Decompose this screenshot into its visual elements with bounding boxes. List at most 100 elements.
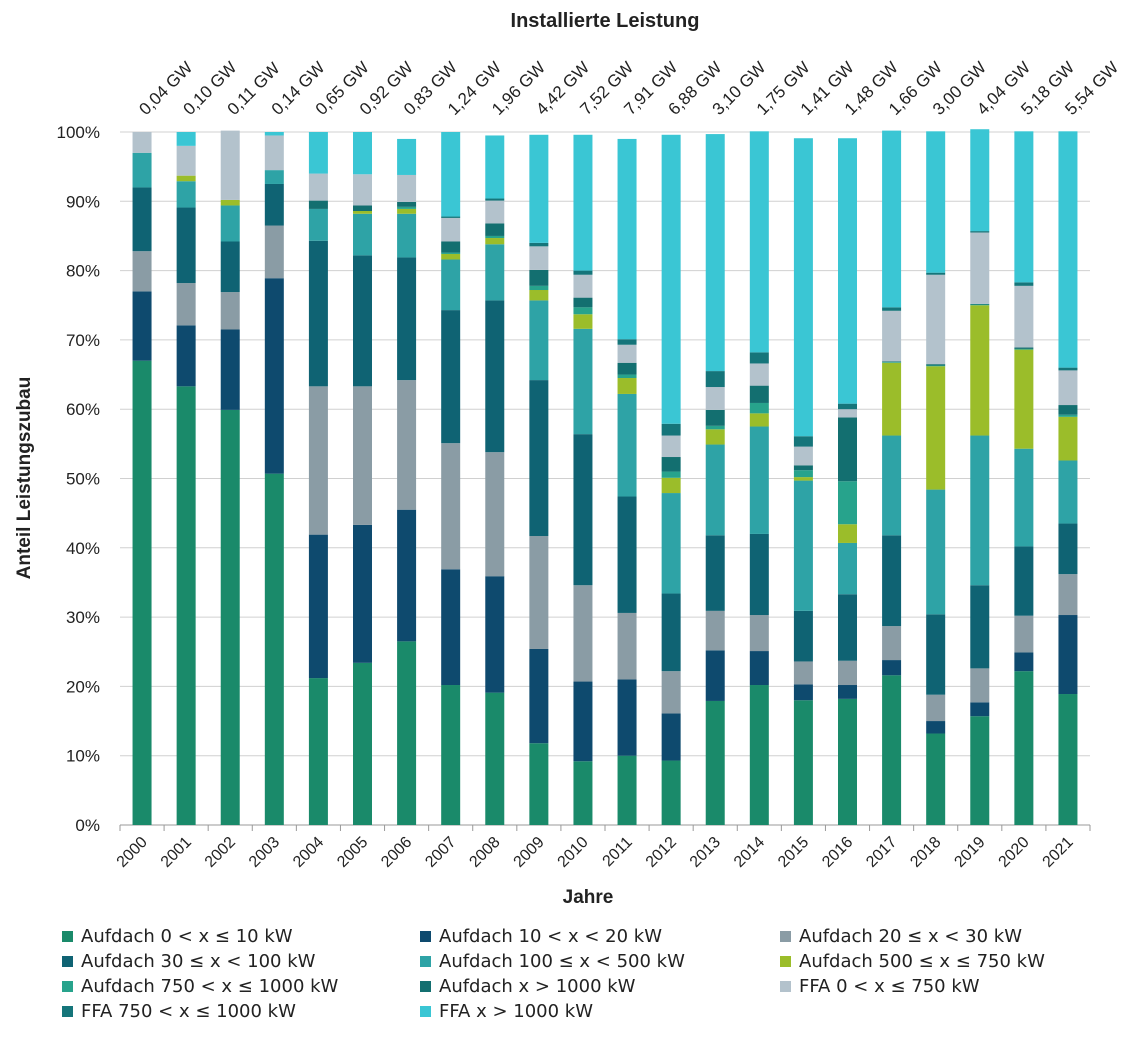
bar-segment [617, 344, 637, 363]
bar-segment [485, 235, 505, 239]
bar-segment [397, 213, 417, 258]
bar-segment [749, 426, 769, 534]
chart-title: Installierte Leistung [511, 10, 700, 32]
bar-segment [926, 131, 946, 273]
bar-segment [617, 679, 637, 756]
bar-segment [485, 135, 505, 199]
legend-swatch [62, 956, 73, 967]
bar-segment [749, 685, 769, 825]
bar-segment [661, 760, 681, 825]
legend-swatch [62, 931, 73, 942]
y-tick-label: 10% [66, 747, 100, 766]
top-capacity-labels: 0,04 GW0,10 GW0,11 GW0,14 GW0,65 GW0,92 … [135, 58, 1122, 119]
bar-segment [353, 213, 372, 256]
bar-segment [485, 198, 505, 201]
bar-segment [132, 291, 152, 361]
bar-segment [970, 585, 990, 669]
bar-segment [617, 393, 637, 497]
legend-label: Aufdach 0 < x ≤ 10 kW [81, 926, 293, 947]
bar-segment [1058, 523, 1078, 575]
bar-segment [882, 307, 902, 311]
bar-segment [926, 694, 946, 722]
bar-segment [529, 285, 549, 291]
bar-segment [882, 626, 902, 661]
bar-segment [353, 132, 372, 175]
bar-segment [573, 274, 593, 298]
bar-segment [220, 199, 240, 206]
bar-segment [970, 305, 990, 436]
legend-swatch [420, 1006, 431, 1017]
y-tick-label: 40% [66, 539, 100, 558]
bar-segment [441, 569, 461, 686]
bar-segment [176, 181, 196, 208]
bar-segment [485, 238, 505, 245]
bar-segment [1058, 574, 1078, 616]
legend-label: FFA 750 < x ≤ 1000 kW [81, 1001, 296, 1022]
bar-segment [1058, 460, 1078, 524]
bar-segment [793, 661, 813, 685]
bar-segment [926, 614, 946, 695]
bar-segment [1014, 652, 1034, 672]
bar-segment [397, 380, 417, 510]
bar-segment [264, 135, 284, 171]
bar-segment [1058, 405, 1078, 415]
bar-segment [1014, 615, 1034, 653]
x-tick-label: 2019 [951, 834, 988, 871]
bar-segment [573, 328, 593, 435]
legend-label: Aufdach 20 ≤ x < 30 kW [799, 926, 1022, 947]
bar-segment [308, 386, 328, 535]
y-tick-label: 30% [66, 608, 100, 627]
bar-segment [838, 138, 857, 404]
legend-swatch [62, 1006, 73, 1017]
bar-segment [926, 272, 946, 275]
bar-segment [397, 208, 417, 214]
legend-swatch [420, 956, 431, 967]
bar-segment [661, 457, 681, 472]
x-tick-label: 2017 [863, 834, 900, 871]
legend-item: Aufdach x > 1000 kW [420, 976, 635, 997]
bar-segment [441, 217, 461, 242]
bar-segment [705, 444, 725, 536]
bar-segment [573, 270, 593, 275]
bar-segment [308, 132, 328, 174]
legend-label: Aufdach 100 ≤ x < 500 kW [439, 951, 685, 972]
x-tick-label: 2016 [819, 834, 856, 871]
bar-segment [749, 615, 769, 652]
bar-segment [838, 542, 857, 595]
bar-segment [529, 648, 549, 744]
x-tick-labels: 2000 2001 2002 2003 2004 2005 2006 2007 2008 2009… [114, 834, 1077, 871]
bar-segment [1058, 416, 1078, 461]
y-tick-label: 100% [57, 123, 100, 142]
bar-segment [617, 374, 637, 379]
bar-segment [838, 481, 857, 525]
bar-segment [882, 435, 902, 536]
bar-segment [441, 443, 461, 570]
bar-segment [793, 446, 813, 466]
bar-segment [661, 134, 681, 424]
legend-swatch [780, 981, 791, 992]
bar-segment [264, 225, 284, 279]
y-axis-label: Anteil Leistungszubau [14, 377, 35, 580]
bar-segment [838, 524, 857, 543]
x-tick-label: 2003 [246, 834, 283, 871]
stacked-bar-chart: Installierte Leistung 0% 10% 20% 30% 40% 50% 6… [14, 10, 1122, 908]
bar-segment [441, 241, 461, 253]
bar-segment [926, 364, 946, 366]
bar-segment [617, 496, 637, 613]
bar-segment [793, 465, 813, 471]
bar-segment [220, 329, 240, 410]
bar-segment [176, 386, 196, 825]
legend-item: Aufdach 500 ≤ x ≤ 750 kW [780, 951, 1045, 972]
bar-segment [485, 300, 505, 453]
bar-segment [353, 211, 372, 214]
bar-segment [661, 471, 681, 478]
x-tick-label: 2009 [511, 834, 548, 871]
bar-segment [529, 743, 549, 825]
bar-segment [661, 713, 681, 761]
bar-segment [617, 339, 637, 345]
bar-segment [926, 721, 946, 734]
bar-segment [573, 134, 593, 271]
bar-segment [1058, 131, 1078, 368]
y-tick-label: 80% [66, 262, 100, 281]
bar-segment [220, 292, 240, 330]
